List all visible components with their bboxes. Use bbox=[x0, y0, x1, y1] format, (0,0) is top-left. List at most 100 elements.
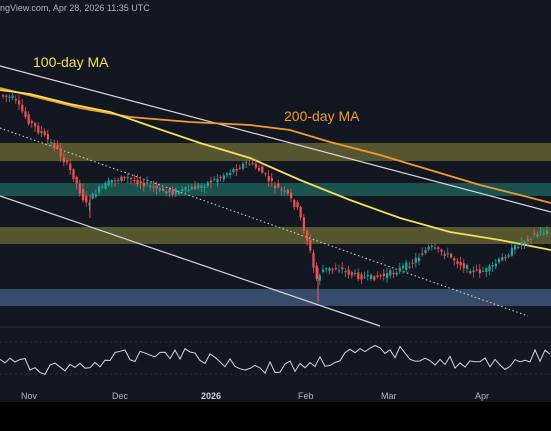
candle-body bbox=[440, 249, 443, 252]
candle-body bbox=[187, 190, 190, 192]
candle-body bbox=[491, 265, 494, 267]
moving-averages-layer bbox=[0, 87, 551, 251]
candle-body bbox=[277, 183, 280, 188]
candle-body bbox=[485, 268, 488, 273]
candle-body bbox=[110, 180, 113, 183]
candle-body bbox=[475, 269, 478, 271]
candle-body bbox=[258, 167, 261, 171]
candle-body bbox=[507, 255, 510, 257]
candle-body bbox=[222, 175, 225, 180]
candle-body bbox=[421, 253, 424, 255]
candle-body bbox=[392, 273, 395, 275]
candle-body bbox=[146, 182, 149, 184]
candle-body bbox=[242, 163, 245, 169]
candle-body bbox=[306, 230, 309, 242]
candle-body bbox=[366, 275, 369, 277]
x-tick-nov: Nov bbox=[21, 391, 38, 401]
candle-body bbox=[210, 180, 213, 183]
candle-body bbox=[267, 176, 270, 182]
candle-body bbox=[72, 169, 75, 180]
candle-body bbox=[408, 266, 411, 268]
candle-body bbox=[270, 178, 273, 181]
candle-body bbox=[453, 258, 456, 261]
candle-body bbox=[216, 178, 219, 183]
candle-body bbox=[37, 125, 40, 133]
candle-body bbox=[504, 256, 507, 259]
ma100-label: 100-day MA bbox=[33, 54, 109, 70]
candle-body bbox=[142, 182, 145, 187]
candle-body bbox=[254, 163, 257, 168]
candle-body bbox=[546, 230, 549, 234]
candle-body bbox=[152, 186, 155, 188]
candle-body bbox=[219, 176, 222, 178]
candle-body bbox=[101, 186, 104, 188]
candle-body bbox=[501, 257, 504, 261]
candle-body bbox=[514, 245, 517, 250]
x-tick-dec: Dec bbox=[112, 391, 129, 401]
candle-body bbox=[123, 176, 126, 178]
chart-header: ngView.com, Apr 28, 2026 11:35 UTC bbox=[0, 3, 150, 13]
candle-body bbox=[59, 148, 62, 157]
candle-body bbox=[328, 268, 331, 271]
candle-body bbox=[542, 232, 545, 235]
candle-body bbox=[66, 160, 69, 163]
candle-body bbox=[56, 144, 59, 149]
candle-body bbox=[165, 191, 168, 194]
candle-body bbox=[126, 177, 129, 179]
ma200-line bbox=[0, 87, 551, 204]
candle-body bbox=[482, 270, 485, 272]
candle-body bbox=[382, 273, 385, 276]
rsi-line bbox=[0, 345, 551, 376]
candle-body bbox=[360, 274, 363, 280]
x-tick-2026: 2026 bbox=[201, 391, 222, 401]
candle-body bbox=[274, 185, 277, 188]
candle-body bbox=[251, 162, 254, 164]
candle-body bbox=[494, 263, 497, 267]
candle-body bbox=[466, 265, 469, 269]
candle-body bbox=[450, 253, 453, 258]
candle-body bbox=[446, 253, 449, 255]
candle-body bbox=[379, 275, 382, 277]
candle-body bbox=[376, 275, 379, 278]
candle-body bbox=[181, 189, 184, 192]
candle-body bbox=[155, 185, 158, 189]
candle-body bbox=[526, 239, 529, 241]
candle-body bbox=[206, 182, 209, 186]
candle-body bbox=[21, 104, 24, 112]
candle-body bbox=[149, 185, 152, 187]
candle-body bbox=[130, 178, 133, 180]
candle-body bbox=[53, 142, 56, 149]
candle-body bbox=[354, 272, 357, 274]
candle-body bbox=[299, 207, 302, 218]
candle-body bbox=[434, 247, 437, 249]
channel-lower-line bbox=[0, 195, 381, 327]
candle-body bbox=[293, 199, 296, 208]
candle-body bbox=[190, 187, 193, 190]
candle-body bbox=[280, 189, 283, 191]
candle-body bbox=[171, 190, 174, 195]
candle-body bbox=[85, 195, 88, 203]
ma100-line bbox=[0, 89, 551, 251]
candle-body bbox=[245, 161, 248, 163]
ma200-label: 200-day MA bbox=[284, 108, 360, 124]
candle-body bbox=[312, 252, 315, 268]
candles-layer bbox=[2, 91, 549, 302]
candle-body bbox=[469, 270, 472, 274]
candle-body bbox=[539, 231, 542, 233]
candle-body bbox=[117, 180, 120, 182]
candle-body bbox=[235, 168, 238, 171]
candle-body bbox=[62, 157, 65, 163]
candle-body bbox=[69, 163, 72, 171]
candle-body bbox=[459, 262, 462, 266]
candle-body bbox=[213, 178, 216, 180]
rsi-layer bbox=[0, 341, 551, 376]
candle-body bbox=[437, 247, 440, 249]
candle-body bbox=[197, 185, 200, 188]
candle-body bbox=[27, 114, 30, 124]
candle-body bbox=[347, 269, 350, 275]
candle-body bbox=[334, 268, 337, 270]
candle-body bbox=[478, 269, 481, 274]
candle-body bbox=[91, 193, 94, 199]
